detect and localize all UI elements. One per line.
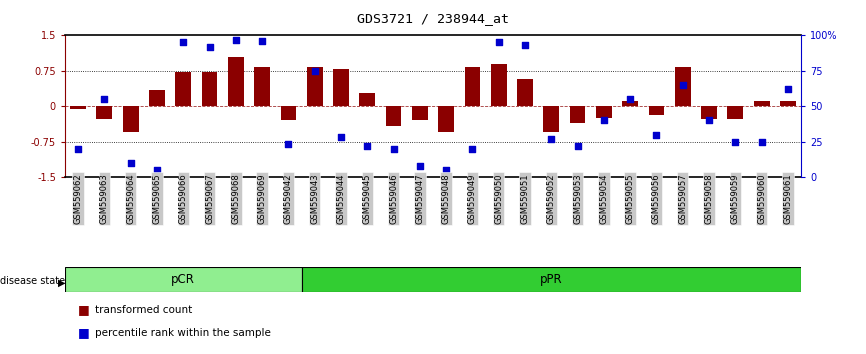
Text: GSM559042: GSM559042 [284, 173, 293, 224]
Bar [675, 68, 691, 106]
Point [466, 146, 480, 152]
Text: GSM559069: GSM559069 [257, 173, 267, 224]
Text: GSM559046: GSM559046 [389, 173, 398, 224]
Point [203, 44, 216, 50]
Bar [596, 106, 611, 118]
Point [334, 135, 348, 140]
Text: GSM559058: GSM559058 [705, 173, 714, 224]
Point [177, 40, 191, 45]
Text: GSM559053: GSM559053 [573, 173, 582, 224]
Bar [491, 64, 507, 106]
Point [281, 142, 295, 147]
Bar [149, 90, 165, 106]
Bar [202, 72, 217, 106]
Text: pCR: pCR [171, 273, 195, 286]
Text: GSM559049: GSM559049 [468, 173, 477, 224]
Bar [570, 106, 585, 123]
Text: GSM559057: GSM559057 [678, 173, 688, 224]
Bar [438, 106, 454, 132]
Point [413, 163, 427, 169]
Text: GDS3721 / 238944_at: GDS3721 / 238944_at [357, 12, 509, 25]
Bar [464, 68, 481, 106]
Text: ■: ■ [78, 326, 90, 339]
Bar [123, 106, 139, 132]
Point [439, 167, 453, 173]
Text: GSM559050: GSM559050 [494, 173, 503, 224]
Point [781, 86, 795, 92]
Point [545, 136, 559, 142]
Bar [70, 106, 86, 109]
Text: disease state: disease state [0, 276, 65, 286]
Text: GSM559048: GSM559048 [442, 173, 450, 224]
Text: ■: ■ [78, 303, 90, 316]
Bar [228, 57, 243, 106]
Text: ▶: ▶ [58, 278, 66, 287]
Text: GSM559052: GSM559052 [546, 173, 556, 224]
Bar [307, 68, 322, 106]
Point [728, 139, 742, 144]
Bar [255, 68, 270, 106]
Bar [65, 267, 301, 292]
Text: transformed count: transformed count [95, 305, 192, 315]
Bar [649, 106, 664, 115]
Text: GSM559068: GSM559068 [231, 173, 241, 224]
Bar [333, 69, 349, 106]
Point [650, 132, 663, 137]
Text: percentile rank within the sample: percentile rank within the sample [95, 328, 271, 338]
Text: GSM559060: GSM559060 [757, 173, 766, 224]
Text: GSM559067: GSM559067 [205, 173, 214, 224]
Point [624, 96, 637, 102]
Bar [412, 106, 428, 120]
Text: GSM559064: GSM559064 [126, 173, 135, 224]
Text: GSM559043: GSM559043 [310, 173, 320, 224]
Bar [701, 106, 717, 119]
Text: GSM559054: GSM559054 [599, 173, 609, 224]
Text: GSM559062: GSM559062 [74, 173, 82, 224]
Point [307, 68, 321, 74]
Point [702, 118, 716, 123]
Point [98, 96, 112, 102]
Text: GSM559055: GSM559055 [625, 173, 635, 224]
Bar [780, 101, 796, 106]
Bar [623, 101, 638, 106]
Point [518, 42, 532, 48]
Point [71, 146, 85, 152]
Point [124, 160, 138, 166]
Text: GSM559059: GSM559059 [731, 173, 740, 224]
Text: GSM559047: GSM559047 [416, 173, 424, 224]
Text: GSM559061: GSM559061 [784, 173, 792, 224]
Text: GSM559044: GSM559044 [337, 173, 346, 224]
Bar [175, 72, 191, 106]
Bar [96, 106, 113, 119]
Point [150, 167, 164, 173]
Text: pPR: pPR [540, 273, 563, 286]
Bar [301, 267, 801, 292]
Bar [281, 106, 296, 120]
Point [571, 143, 585, 149]
Text: GSM559051: GSM559051 [520, 173, 529, 224]
Point [360, 143, 374, 149]
Point [229, 37, 242, 42]
Bar [544, 106, 559, 132]
Point [386, 146, 400, 152]
Text: GSM559056: GSM559056 [652, 173, 661, 224]
Point [675, 82, 689, 88]
Bar [359, 93, 375, 106]
Bar [753, 102, 770, 106]
Point [255, 38, 269, 44]
Point [597, 118, 611, 123]
Bar [385, 106, 402, 126]
Bar [727, 106, 743, 119]
Text: GSM559063: GSM559063 [100, 173, 109, 224]
Text: GSM559065: GSM559065 [152, 173, 161, 224]
Point [492, 40, 506, 45]
Text: GSM559045: GSM559045 [363, 173, 372, 224]
Point [754, 139, 768, 144]
Text: GSM559066: GSM559066 [178, 173, 188, 224]
Bar [517, 79, 533, 106]
